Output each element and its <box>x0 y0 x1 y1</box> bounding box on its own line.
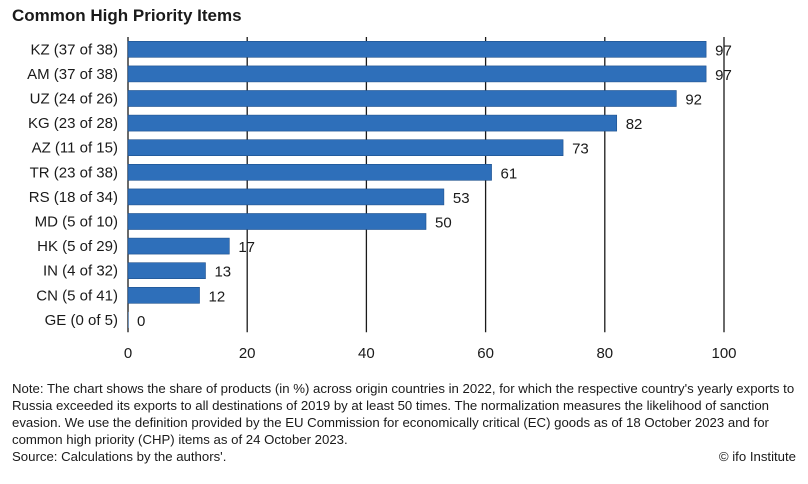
bar <box>127 114 618 132</box>
value-label: 12 <box>209 288 226 305</box>
value-label: 61 <box>501 165 518 182</box>
footnote: Note: The chart shows the share of produ… <box>12 381 795 447</box>
value-label: 92 <box>685 92 702 109</box>
category-label: IN (4 of 32) <box>43 263 118 280</box>
value-label: 50 <box>435 215 452 232</box>
bar <box>128 311 129 328</box>
bar <box>127 188 445 206</box>
x-tick-label: 60 <box>477 345 494 362</box>
x-axis-ticks: 0 20 40 60 80 100 <box>124 345 737 362</box>
value-label: 97 <box>715 42 732 59</box>
bar <box>127 139 564 156</box>
category-label: CN (5 of 41) <box>36 287 118 304</box>
category-label: AZ (11 of 15) <box>32 140 118 157</box>
category-label: RS (18 of 34) <box>29 189 118 206</box>
bar-chart: KZ (37 of 38) AM (37 of 38) UZ (24 of 26) K… <box>27 37 737 362</box>
category-label: GE (0 of 5) <box>45 312 118 329</box>
category-label: KG (23 of 28) <box>28 115 118 132</box>
source-note: Source: Calculations by the authors'. <box>12 449 227 464</box>
category-label: UZ (24 of 26) <box>30 91 118 108</box>
value-label: 53 <box>453 190 470 207</box>
copyright-credit: © ifo Institute <box>718 449 796 464</box>
category-label: HK (5 of 29) <box>37 238 118 255</box>
value-label: 17 <box>238 239 255 256</box>
x-tick-label: 80 <box>596 345 613 362</box>
bar <box>127 262 206 280</box>
value-label: 13 <box>214 264 231 281</box>
bar <box>127 286 200 304</box>
bar <box>127 213 427 230</box>
value-label: 97 <box>715 67 732 84</box>
x-tick-label: 100 <box>711 345 736 362</box>
category-labels: KZ (37 of 38) AM (37 of 38) UZ (24 of 26) K… <box>27 41 118 329</box>
bar <box>127 65 707 83</box>
x-tick-label: 20 <box>239 345 256 362</box>
value-label: 0 <box>137 313 145 330</box>
value-label: 73 <box>572 141 589 158</box>
bar <box>127 90 677 107</box>
chart-footer: Note: The chart shows the share of produ… <box>12 380 796 465</box>
bar <box>127 237 230 255</box>
bar <box>127 164 492 181</box>
bars <box>127 40 707 328</box>
gridlines <box>127 37 725 333</box>
category-label: KZ (37 of 38) <box>30 41 118 58</box>
x-tick-label: 40 <box>358 345 375 362</box>
category-label: TR (23 of 38) <box>30 164 118 181</box>
category-label: MD (5 of 10) <box>35 214 118 231</box>
bar <box>127 40 707 58</box>
chart-title: Common High Priority Items <box>12 6 242 25</box>
x-tick-label: 0 <box>124 345 132 362</box>
category-label: AM (37 of 38) <box>27 66 118 83</box>
value-label: 82 <box>626 116 643 133</box>
